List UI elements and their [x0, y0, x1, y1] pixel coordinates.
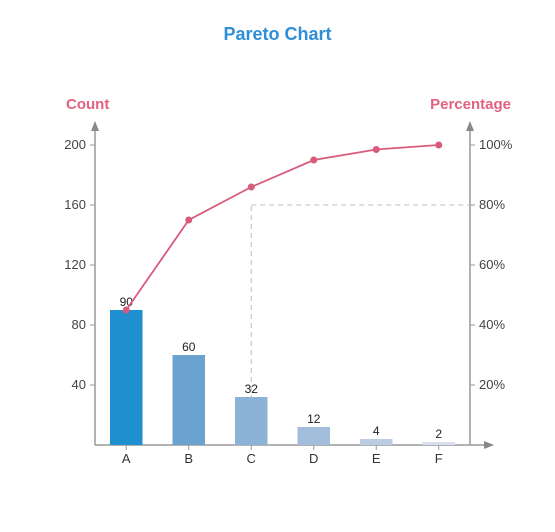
svg-text:32: 32 [245, 382, 259, 396]
svg-text:F: F [435, 451, 443, 466]
svg-text:100%: 100% [479, 137, 513, 152]
svg-text:40: 40 [72, 377, 86, 392]
svg-text:60%: 60% [479, 257, 505, 272]
svg-text:200: 200 [64, 137, 86, 152]
svg-text:80%: 80% [479, 197, 505, 212]
svg-text:40%: 40% [479, 317, 505, 332]
marker [185, 217, 192, 224]
svg-text:120: 120 [64, 257, 86, 272]
marker [435, 142, 442, 149]
cumulative-line [126, 145, 439, 310]
svg-text:4: 4 [373, 424, 380, 438]
svg-text:12: 12 [307, 412, 321, 426]
svg-text:20%: 20% [479, 377, 505, 392]
svg-text:E: E [372, 451, 381, 466]
bar [110, 310, 143, 445]
svg-text:B: B [184, 451, 193, 466]
bar [173, 355, 206, 445]
chart-svg: 408012016020020%40%60%80%100%90A60B32C12… [0, 0, 555, 532]
bar [298, 427, 331, 445]
marker [310, 157, 317, 164]
bar [423, 442, 456, 445]
bar [360, 439, 393, 445]
marker [373, 146, 380, 153]
svg-text:C: C [247, 451, 256, 466]
bar [235, 397, 268, 445]
marker [248, 184, 255, 191]
svg-text:2: 2 [435, 427, 442, 441]
svg-text:80: 80 [72, 317, 86, 332]
svg-text:D: D [309, 451, 318, 466]
pareto-chart-container: { "title": { "text": "Pareto Chart", "co… [0, 0, 555, 532]
svg-text:60: 60 [182, 340, 196, 354]
svg-text:160: 160 [64, 197, 86, 212]
marker [123, 307, 130, 314]
svg-text:A: A [122, 451, 131, 466]
